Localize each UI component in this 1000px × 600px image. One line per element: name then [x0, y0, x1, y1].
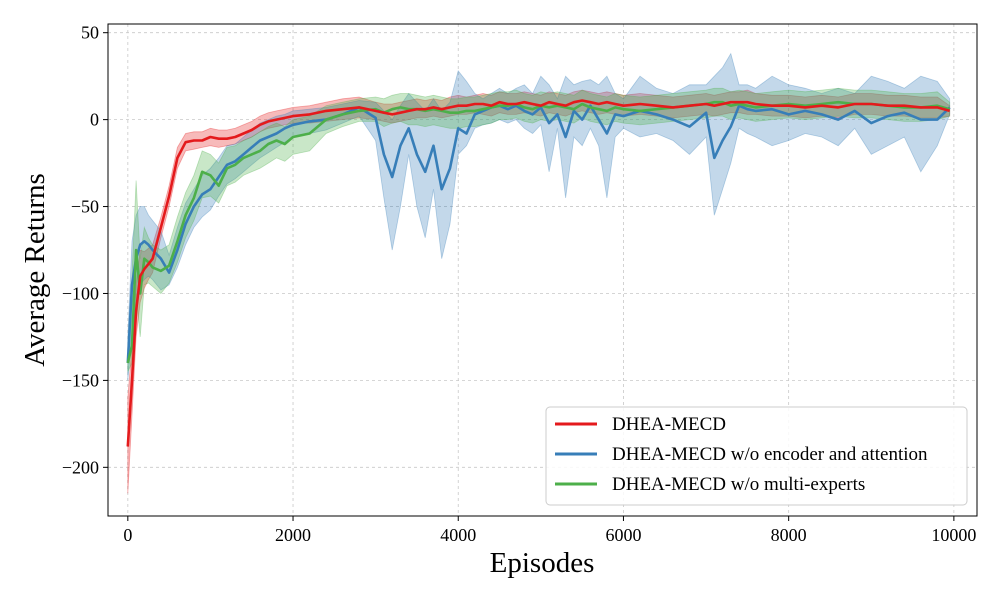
- legend-label-2: DHEA-MECD w/o encoder and attention: [612, 444, 928, 465]
- plot-frame: [107, 23, 978, 517]
- x-tick-label: 6000: [605, 525, 641, 545]
- series-line-2: [126, 104, 951, 364]
- series-lines: [126, 99, 951, 447]
- series-band-1: [127, 89, 951, 494]
- x-tick-label: 8000: [771, 525, 807, 545]
- x-tick-label: 0: [123, 525, 132, 545]
- y-axis-title: Average Returns: [19, 173, 51, 367]
- legend-box: [545, 406, 968, 506]
- legend: DHEA-MECD DHEA-MECD w/o encoder and atten…: [545, 406, 968, 506]
- confidence-bands: [127, 52, 951, 494]
- y-tick-label: −150: [62, 370, 99, 390]
- x-axis-title: Episodes: [490, 547, 595, 579]
- series-line-3: [126, 100, 951, 364]
- axis-ticks: 0 2000 4000 6000 8000 10000 −200 −150 −100 −50 0 50: [62, 23, 977, 545]
- y-tick-label: 0: [90, 110, 99, 130]
- legend-label-3: DHEA-MECD w/o multi-experts: [612, 474, 865, 495]
- y-tick-label: −50: [71, 197, 99, 217]
- series-band-2: [127, 52, 951, 381]
- legend-label-1: DHEA-MECD: [612, 414, 726, 435]
- x-tick-label: 4000: [440, 525, 476, 545]
- y-tick-label: −200: [62, 457, 99, 477]
- x-tick-label: 2000: [275, 525, 311, 545]
- series-line-1: [126, 99, 951, 447]
- y-tick-label: −100: [62, 283, 99, 303]
- x-tick-label: 10000: [931, 525, 976, 545]
- series-band-3: [127, 87, 951, 372]
- y-tick-label: 50: [81, 23, 99, 43]
